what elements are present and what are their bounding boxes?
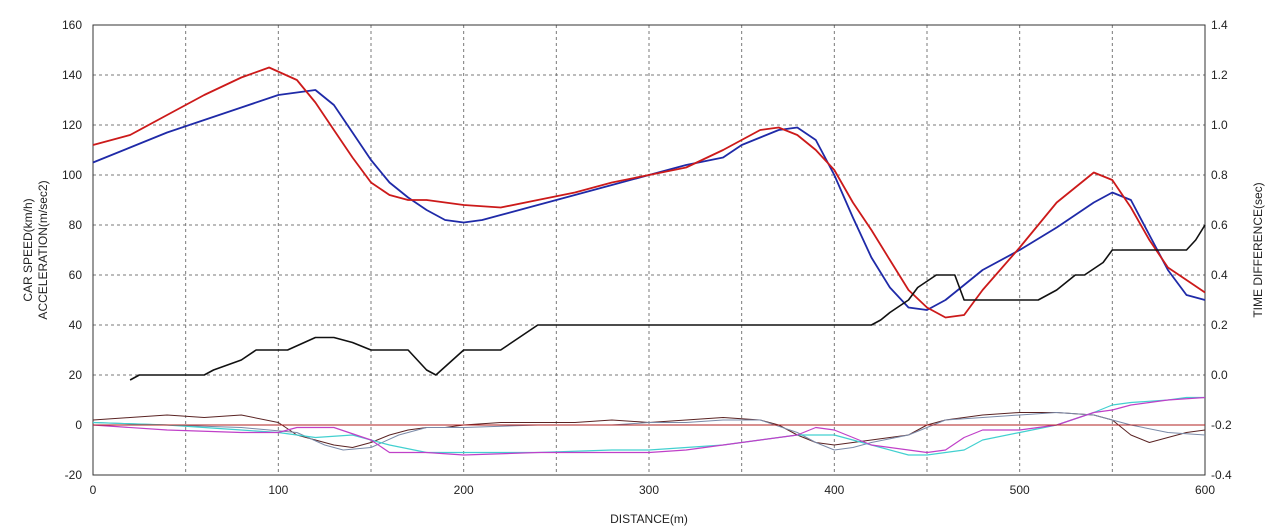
y2-tick-label: -0.4 xyxy=(1211,468,1232,482)
y2-tick-label: 0.2 xyxy=(1211,318,1228,332)
y2-tick-label: 0.4 xyxy=(1211,268,1228,282)
y-tick-label: 40 xyxy=(69,318,83,332)
y-tick-label: 60 xyxy=(69,268,83,282)
y-tick-label: 100 xyxy=(62,168,82,182)
series-line-7 xyxy=(92,396,1206,456)
series-line-1 xyxy=(92,89,1206,311)
y-tick-labels: -20 0 20 40 60 80 100 120 140 160 xyxy=(62,18,82,482)
series-layer xyxy=(92,66,1206,456)
y-tick-label: 160 xyxy=(62,18,82,32)
y-axis-title-line1: CAR SPEED(km/h) xyxy=(21,198,35,301)
x-tick-label: 300 xyxy=(639,483,659,497)
y-tick-label: 140 xyxy=(62,68,82,82)
x-tick-label: 0 xyxy=(90,483,97,497)
y-axis-title-line2: ACCELERATION(m/sec2) xyxy=(36,180,50,319)
x-tick-label: 100 xyxy=(268,483,288,497)
x-tick-label: 400 xyxy=(824,483,844,497)
y-tick-label: 0 xyxy=(75,418,82,432)
x-tick-label: 500 xyxy=(1010,483,1030,497)
series-line-3 xyxy=(129,224,1206,381)
series-line-5 xyxy=(92,412,1206,451)
y2-tick-label: 0.0 xyxy=(1211,368,1228,382)
y2-tick-label: 1.2 xyxy=(1211,68,1228,82)
x-tick-label: 200 xyxy=(454,483,474,497)
y2-axis-title: TIME DIFFERENCE(sec) xyxy=(1251,182,1265,317)
y2-tick-labels: -0.4 -0.2 0.0 0.2 0.4 0.6 0.8 1.0 1.2 1.4 xyxy=(1211,18,1232,482)
y-tick-label: 80 xyxy=(69,218,83,232)
y2-tick-label: 0.6 xyxy=(1211,218,1228,232)
y-tick-label: 120 xyxy=(62,118,82,132)
y-tick-label: 20 xyxy=(69,368,83,382)
y2-tick-label: 1.4 xyxy=(1211,18,1228,32)
series-line-2 xyxy=(92,66,1206,319)
y2-tick-label: -0.2 xyxy=(1211,418,1232,432)
y-tick-label: -20 xyxy=(65,468,83,482)
y2-tick-label: 0.8 xyxy=(1211,168,1228,182)
y2-tick-label: 1.0 xyxy=(1211,118,1228,132)
x-axis-title: DISTANCE(m) xyxy=(610,512,688,526)
plot-frame xyxy=(92,24,1206,476)
x-tick-label: 600 xyxy=(1195,483,1215,497)
x-tick-labels: 0 100 200 300 400 500 600 xyxy=(90,483,1216,497)
series-line-4 xyxy=(92,412,1206,448)
